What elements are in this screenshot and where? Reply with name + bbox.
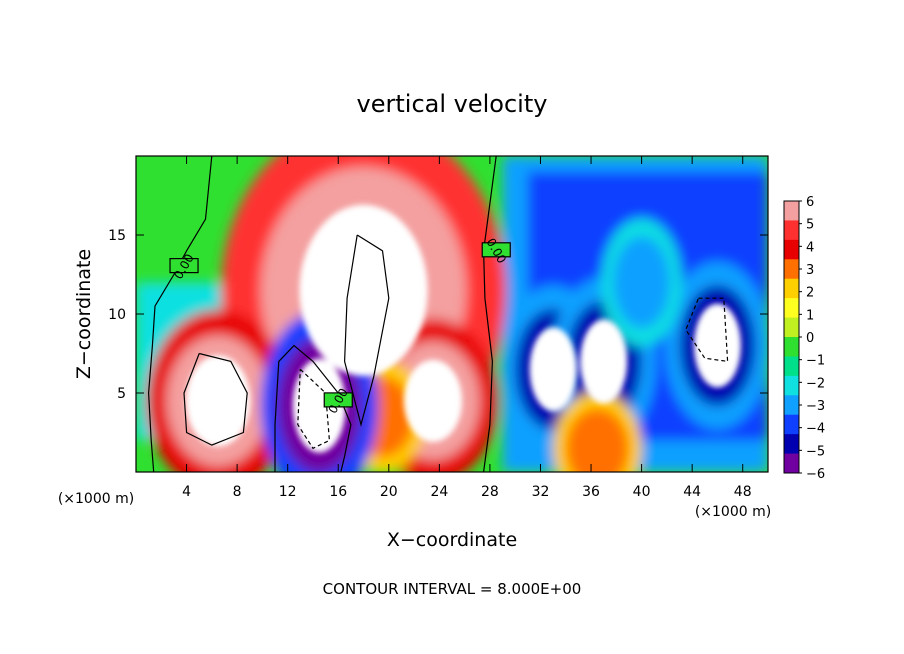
colorbar-label: −5 bbox=[806, 444, 825, 459]
colorbar-label: −3 bbox=[806, 399, 825, 414]
x-tick-label: 44 bbox=[683, 484, 701, 500]
updraft-contour bbox=[183, 352, 248, 446]
colorbar-segment bbox=[784, 375, 799, 396]
x-axis-label: X−coordinate bbox=[387, 529, 517, 551]
colorbar-label: 3 bbox=[806, 263, 814, 278]
chart-title: vertical velocity bbox=[357, 90, 548, 118]
x-tick-label: 24 bbox=[430, 484, 448, 500]
colorbar-segment bbox=[784, 434, 799, 455]
updraft-core bbox=[403, 359, 463, 443]
downdraft-contour bbox=[297, 368, 331, 450]
x-tick-label: 32 bbox=[532, 484, 550, 500]
colorbar-segment bbox=[784, 278, 799, 299]
downdraft-core bbox=[529, 327, 577, 412]
downdraft-core bbox=[580, 319, 628, 404]
x-tick-label: 20 bbox=[380, 484, 398, 500]
colorbar-label: −4 bbox=[806, 422, 825, 437]
y-tick-label: 5 bbox=[117, 386, 126, 402]
updraft-core bbox=[299, 204, 428, 376]
contour-label-bg bbox=[323, 392, 353, 408]
colorbar-segment bbox=[784, 356, 799, 377]
updraft-contour bbox=[343, 234, 390, 427]
colorbar-segment bbox=[784, 453, 799, 474]
colorbar-segment bbox=[784, 414, 799, 435]
zero-contour-right bbox=[482, 156, 497, 472]
colorbar-segment bbox=[784, 220, 799, 241]
x-tick-label: 28 bbox=[481, 484, 499, 500]
colorbar: 6 5 4 3 2 1 0 −1 −2 −3 −4 −5 −6 bbox=[783, 195, 825, 482]
downdraft-core bbox=[693, 303, 742, 388]
colorbar-segment bbox=[784, 259, 799, 280]
y-tick-label: 10 bbox=[108, 307, 126, 323]
x-tick-label: 16 bbox=[329, 484, 347, 500]
colorbar-label: 4 bbox=[806, 240, 814, 255]
colorbar-segment bbox=[784, 317, 799, 338]
downdraft-core bbox=[292, 358, 346, 453]
downdraft-contour bbox=[685, 297, 729, 363]
colorbar-segment bbox=[784, 395, 799, 416]
x-tick-label: 40 bbox=[633, 484, 651, 500]
x-unit-left: (×1000 m) bbox=[58, 491, 134, 507]
zero-contour-middle bbox=[274, 344, 352, 472]
contour-label-bg bbox=[169, 258, 199, 274]
zero-contour-left bbox=[147, 156, 213, 472]
contour-label-bg bbox=[481, 242, 511, 258]
colorbar-segment bbox=[784, 298, 799, 319]
y-axis: 5 10 15 bbox=[108, 228, 768, 402]
colorbar-label: −1 bbox=[806, 354, 825, 369]
downdraft-ring bbox=[612, 236, 671, 329]
x-tick-label: 12 bbox=[279, 484, 297, 500]
colorbar-label: −2 bbox=[806, 376, 825, 391]
colorbar-label: 1 bbox=[806, 308, 814, 323]
updraft-core bbox=[185, 355, 251, 447]
y-axis-label: Z−coordinate bbox=[73, 249, 95, 379]
x-tick-label: 36 bbox=[582, 484, 600, 500]
colorbar-segment bbox=[784, 239, 799, 260]
plot-field: 0.000.000.00 bbox=[136, 156, 768, 472]
x-tick-label: 48 bbox=[734, 484, 752, 500]
colorbar-label: 2 bbox=[806, 286, 814, 301]
y-tick-label: 15 bbox=[108, 228, 126, 244]
x-axis: 4 8 12 16 20 24 28 32 36 40 44 48 bbox=[182, 156, 752, 500]
colorbar-label: 6 bbox=[806, 195, 814, 210]
colorbar-segment bbox=[784, 337, 799, 357]
colorbar-segment bbox=[784, 201, 799, 221]
colorbar-label: −6 bbox=[806, 467, 825, 482]
x-tick-label: 8 bbox=[233, 484, 242, 500]
contour-interval-note: CONTOUR INTERVAL = 8.000E+00 bbox=[323, 580, 582, 598]
colorbar-label: 0 bbox=[806, 331, 814, 346]
colorbar-label: 5 bbox=[806, 218, 814, 233]
updraft-ring bbox=[565, 407, 630, 472]
x-tick-label: 4 bbox=[182, 484, 191, 500]
x-unit-right: (×1000 m) bbox=[695, 504, 771, 520]
